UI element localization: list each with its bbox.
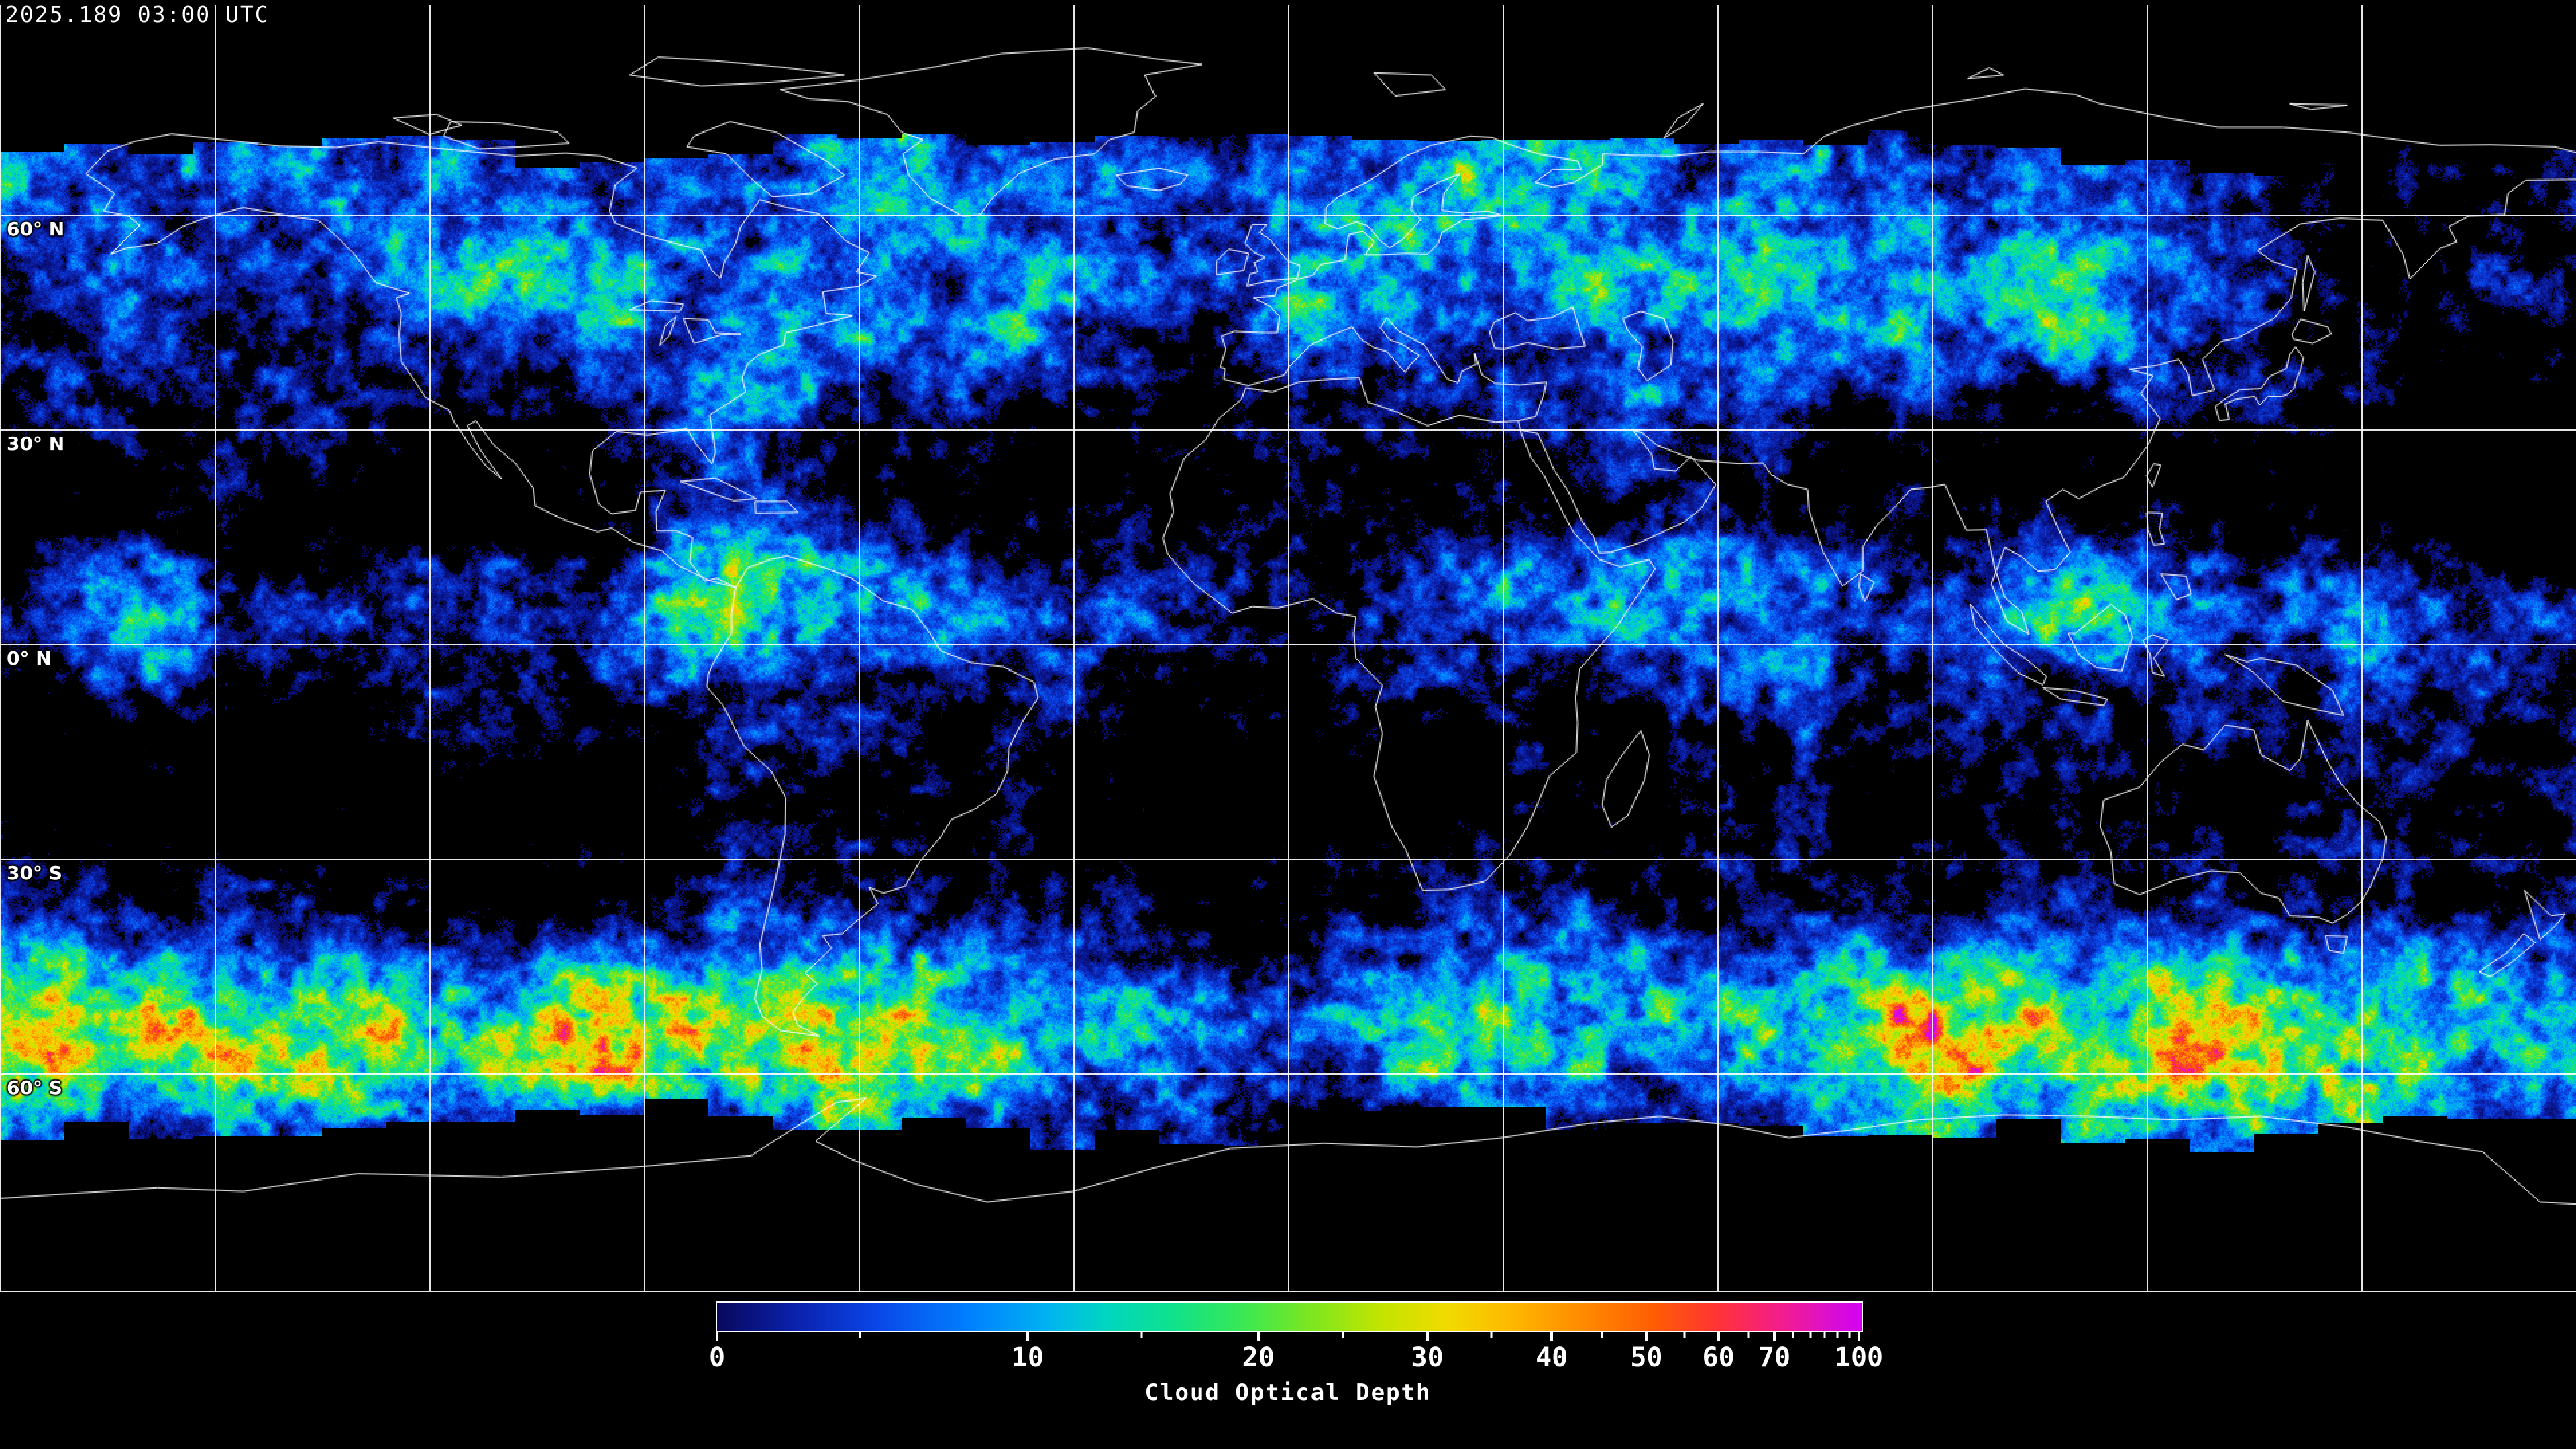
colorbar-tick-label: 10 bbox=[1011, 1342, 1044, 1373]
colorbar-tick bbox=[1550, 1332, 1554, 1341]
colorbar-tick-label: 20 bbox=[1242, 1342, 1275, 1373]
colorbar-tick bbox=[1426, 1332, 1429, 1341]
colorbar-tick bbox=[1836, 1332, 1839, 1338]
world-cloud-map-canvas bbox=[0, 0, 2576, 1295]
colorbar-tick bbox=[1747, 1332, 1750, 1338]
colorbar-tick-label: 40 bbox=[1536, 1342, 1568, 1373]
latitude-label: 0° N bbox=[7, 647, 52, 669]
colorbar-tick bbox=[1809, 1332, 1812, 1338]
latitude-label: 60° N bbox=[7, 218, 65, 240]
colorbar-tick bbox=[1792, 1332, 1794, 1338]
colorbar-gradient bbox=[716, 1301, 1863, 1332]
colorbar-tick bbox=[1256, 1332, 1260, 1341]
colorbar-tick bbox=[1645, 1332, 1648, 1341]
colorbar-tick-label: 0 bbox=[708, 1342, 726, 1373]
colorbar-tick bbox=[1026, 1332, 1029, 1341]
latitude-label: 30° N bbox=[7, 433, 65, 455]
colorbar-ticks bbox=[716, 1332, 1860, 1343]
latitude-label: 60° S bbox=[7, 1077, 62, 1099]
colorbar-tick bbox=[1848, 1332, 1851, 1338]
colorbar-tick bbox=[859, 1332, 861, 1338]
latitude-label: 30° S bbox=[7, 862, 62, 884]
colorbar-tick bbox=[1773, 1332, 1776, 1341]
colorbar-tick bbox=[1717, 1332, 1720, 1341]
colorbar-tick bbox=[1140, 1332, 1143, 1338]
colorbar-tick-label: 60 bbox=[1702, 1342, 1735, 1373]
colorbar-title: Cloud Optical Depth bbox=[1144, 1379, 1432, 1406]
colorbar-tick bbox=[1490, 1332, 1493, 1338]
colorbar-tick bbox=[1823, 1332, 1826, 1338]
colorbar-tick-label: 70 bbox=[1758, 1342, 1791, 1373]
colorbar-tick bbox=[716, 1332, 718, 1341]
colorbar-tick-labels: 0 10 20 30 40 50 60 70 100 bbox=[709, 1342, 1883, 1377]
colorbar-tick bbox=[1858, 1332, 1860, 1341]
colorbar-tick bbox=[1683, 1332, 1686, 1338]
colorbar-tick bbox=[1601, 1332, 1603, 1338]
timestamp-label: 2025.189 03:00 UTC bbox=[5, 1, 270, 28]
colorbar-tick bbox=[1342, 1332, 1344, 1338]
colorbar-tick-label: 30 bbox=[1411, 1342, 1444, 1373]
colorbar-tick-label: 100 bbox=[1834, 1342, 1884, 1373]
colorbar-tick-label: 50 bbox=[1630, 1342, 1663, 1373]
